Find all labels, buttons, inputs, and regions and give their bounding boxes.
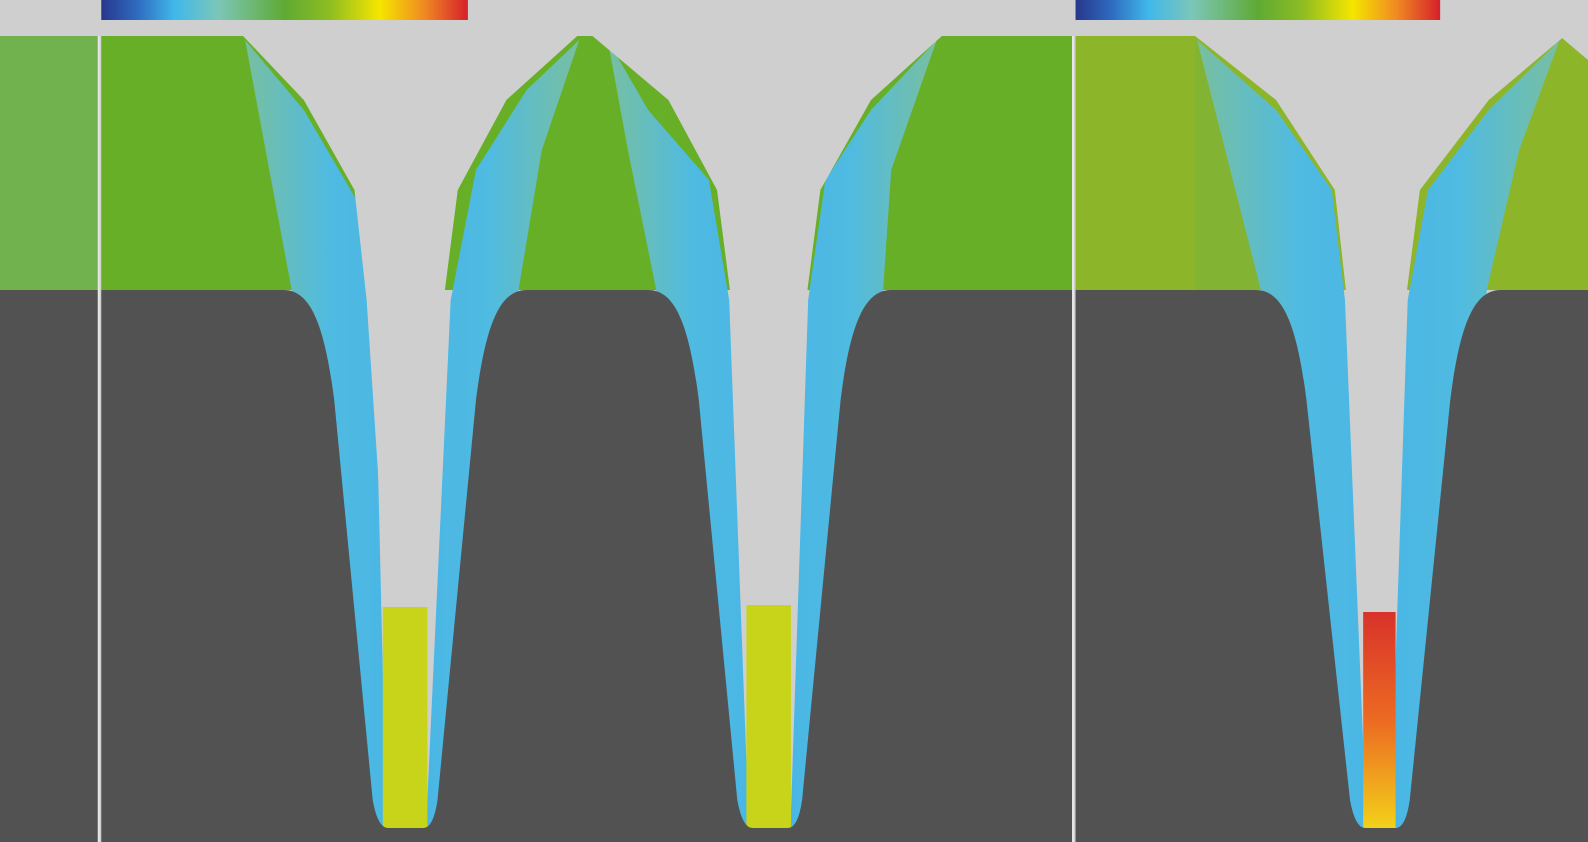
bottom-fill [1363, 612, 1395, 829]
substrate [101, 290, 1072, 842]
bottom-fill [746, 605, 791, 829]
film-layer [101, 36, 1072, 290]
substrate [0, 290, 98, 842]
bottom-fill [383, 607, 428, 829]
page [0, 0, 1588, 842]
color-bar [1076, 0, 1441, 20]
color-bar [101, 0, 468, 20]
film-layer [0, 36, 98, 290]
simulation-view [0, 0, 1588, 842]
